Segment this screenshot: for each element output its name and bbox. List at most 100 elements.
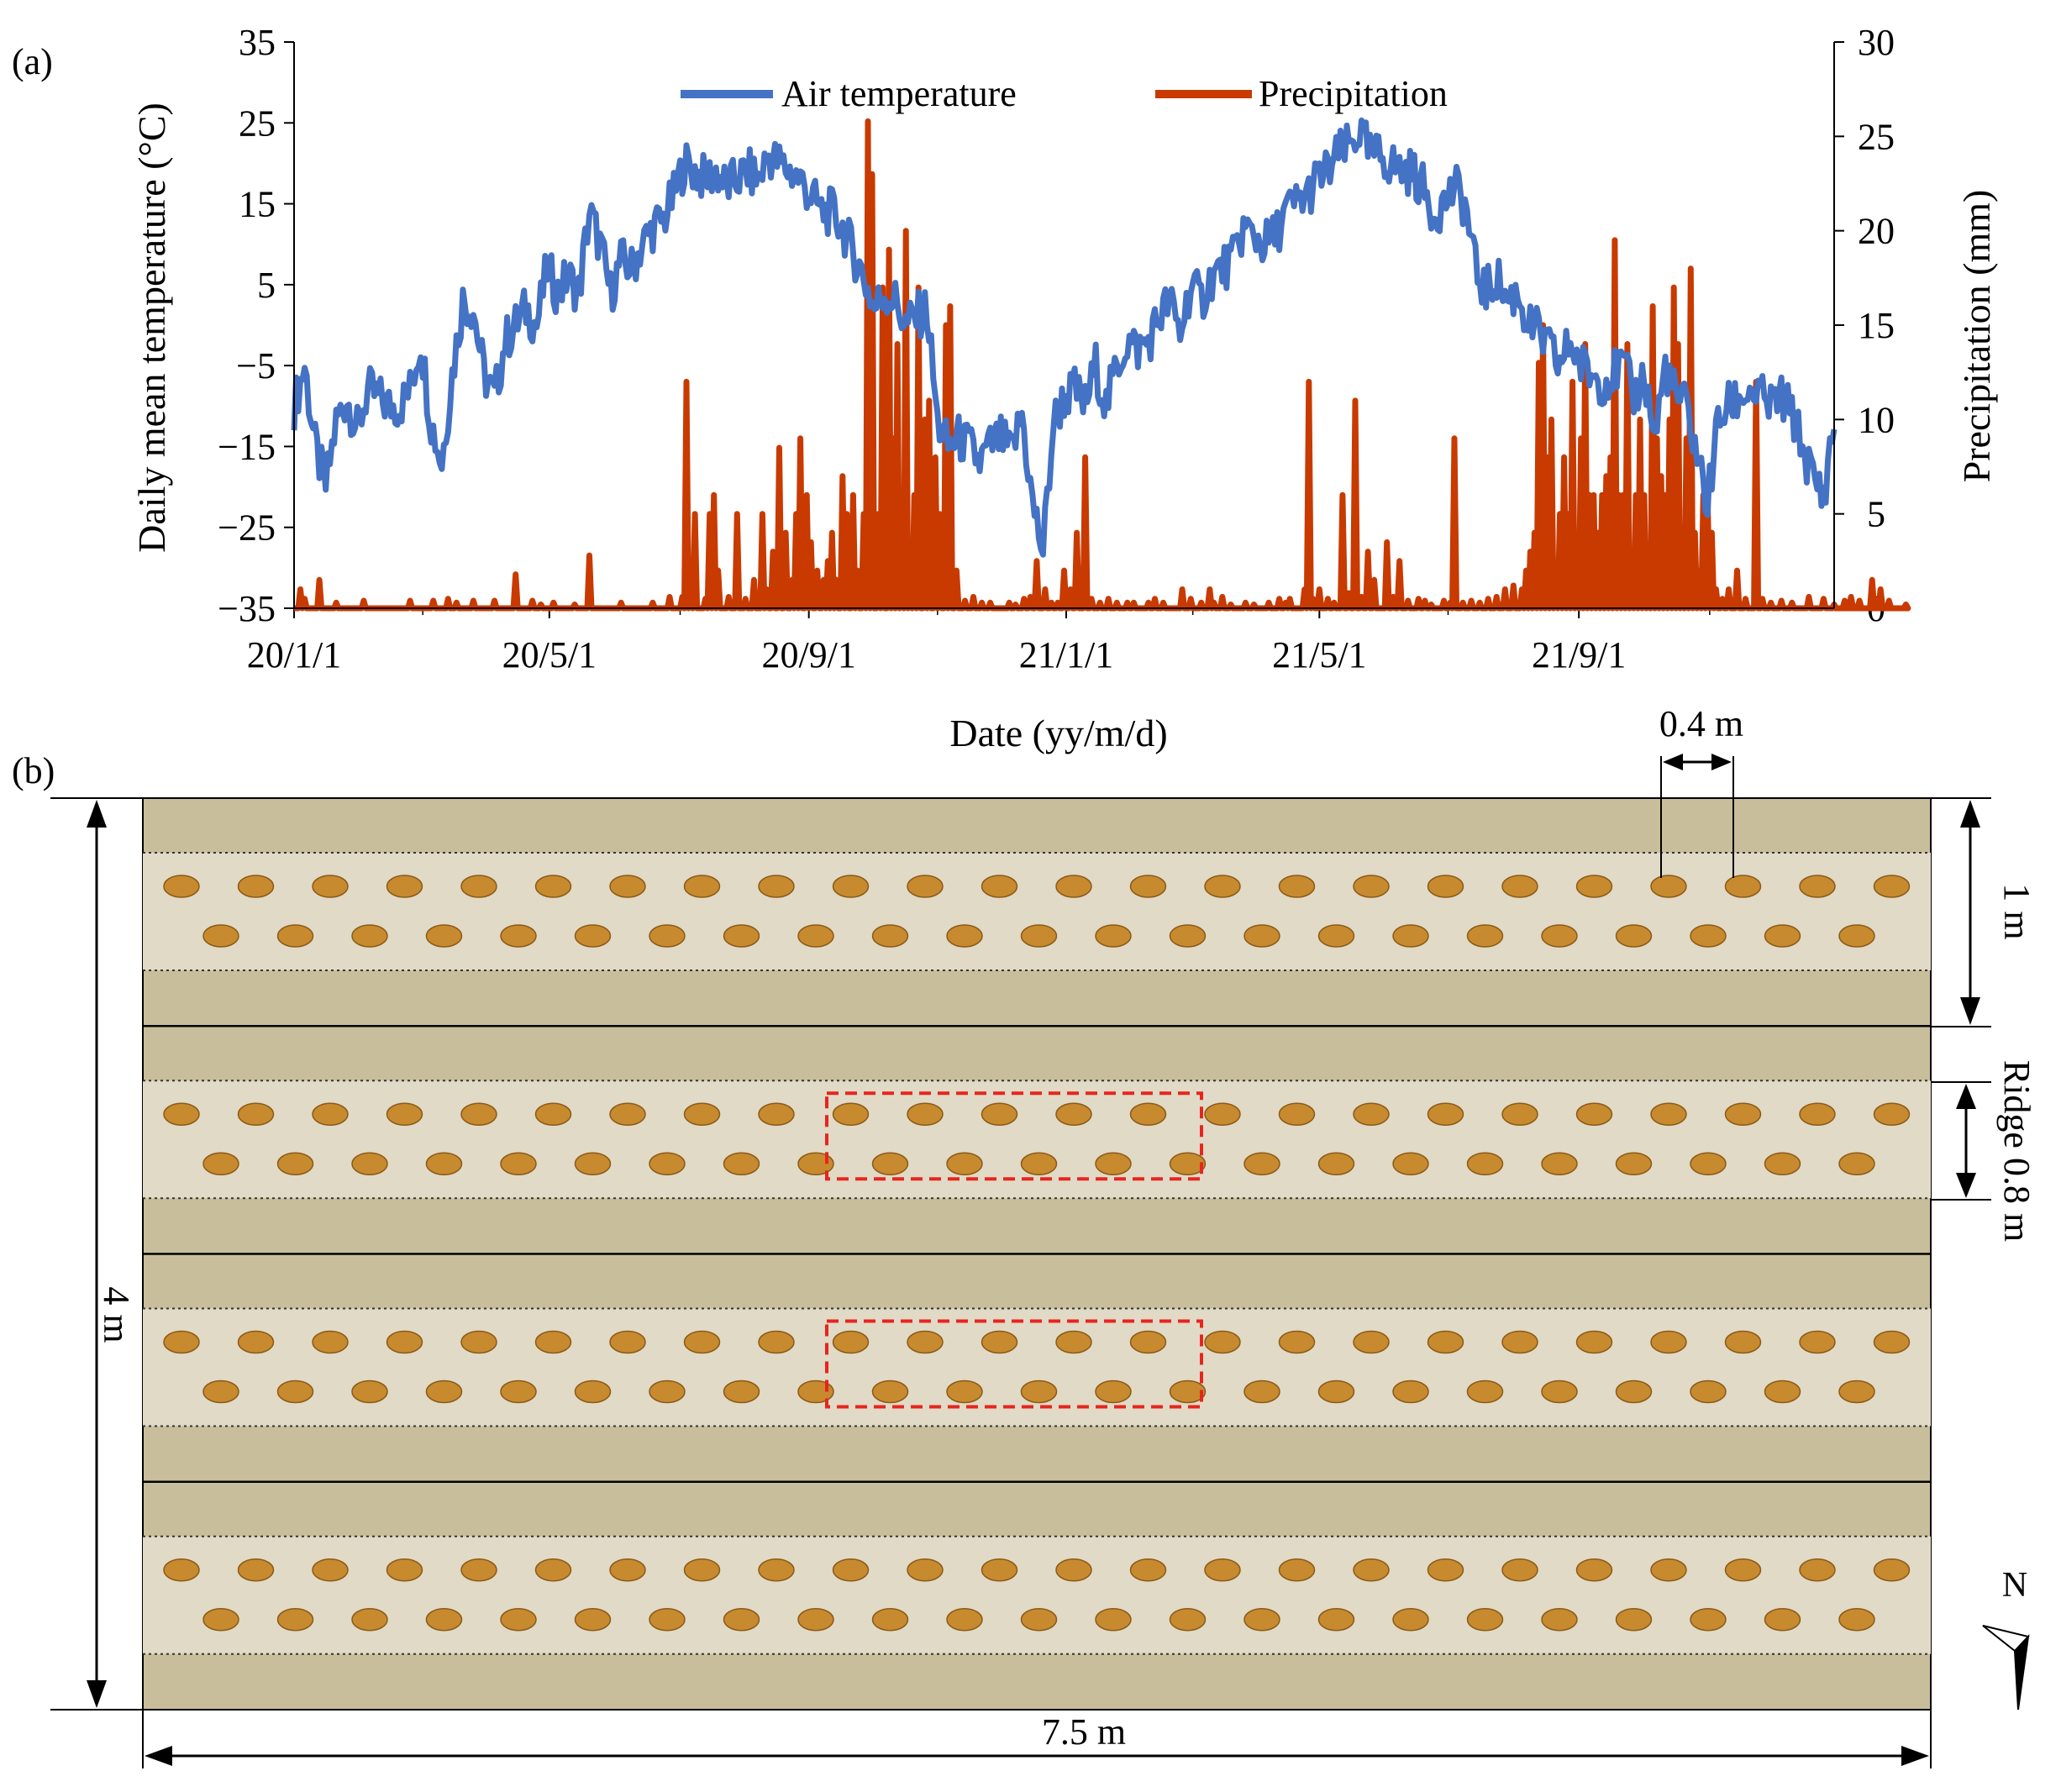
plant (1353, 1330, 1390, 1354)
ridge-band (143, 1308, 1931, 1427)
plant (1129, 1102, 1167, 1126)
plant (1501, 1330, 1538, 1354)
plant (460, 1558, 497, 1582)
plant (202, 924, 239, 948)
ridge-dimension: Ridge 0.8 m (1931, 1060, 2037, 1242)
legend-air-temperature-label: Air temperature (781, 73, 1017, 114)
plant (1873, 1558, 1911, 1582)
x-tick-label: 21/1/1 (1019, 634, 1113, 675)
plant (832, 1330, 870, 1354)
ridge-band (143, 1536, 1931, 1654)
plant (1243, 924, 1280, 948)
plant (351, 1608, 388, 1632)
plant (797, 1379, 834, 1404)
plant (425, 924, 463, 948)
plant (1615, 924, 1653, 948)
plant (1615, 1379, 1653, 1404)
plant (1650, 1102, 1687, 1126)
plant (1020, 924, 1058, 948)
plant (832, 1558, 870, 1582)
sampling-area-box (825, 1091, 1203, 1181)
y-tick-label: 25 (239, 102, 276, 144)
plant (386, 1330, 423, 1354)
plant (1169, 1152, 1207, 1175)
legend-precipitation-label: Precipitation (1259, 73, 1448, 114)
north-label: N (2002, 1566, 2027, 1605)
y-tick-label: −5 (236, 345, 276, 386)
plant (723, 1152, 760, 1175)
plant (1427, 1330, 1464, 1354)
plant (1724, 875, 1762, 898)
plant (276, 1379, 314, 1404)
sampling-area-box (825, 1319, 1203, 1409)
plant (1541, 1152, 1578, 1175)
y2-tick-label: 20 (1858, 211, 1895, 252)
width-dimension: 7.5 m (142, 1710, 1932, 1768)
x-tick-label: 20/5/1 (502, 634, 597, 675)
plant (1615, 1152, 1653, 1175)
plant (1129, 1330, 1167, 1354)
y2-tick-label: 25 (1858, 116, 1895, 157)
plant (1020, 1379, 1058, 1404)
plant (1799, 875, 1836, 898)
plant (163, 1558, 200, 1582)
y2-tick-label: 15 (1858, 305, 1895, 346)
plant (1317, 1608, 1355, 1632)
plant (1501, 1102, 1538, 1126)
plant (649, 1379, 686, 1404)
plant (1650, 1330, 1687, 1354)
plant (1873, 1330, 1911, 1354)
plant (574, 1608, 612, 1632)
plant (1427, 1102, 1464, 1126)
plant (907, 1330, 944, 1354)
plant (1466, 1608, 1504, 1632)
plant (1615, 1608, 1653, 1632)
plant (907, 875, 944, 898)
plant (386, 1558, 423, 1582)
plant (1095, 924, 1132, 948)
legend: Air temperature Precipitation (681, 73, 1448, 114)
y-tick-label: −15 (218, 426, 276, 467)
plant (574, 1379, 612, 1404)
plant (946, 1152, 983, 1175)
bed-dimension-label: 1 m (1996, 883, 2037, 939)
plant (871, 924, 909, 948)
ridge-band (143, 1080, 1931, 1199)
plant (797, 1152, 834, 1175)
plant (1278, 1330, 1316, 1354)
plant (386, 875, 423, 898)
ridge-dimension-label: Ridge 0.8 m (1996, 1060, 2037, 1242)
plant (609, 1558, 646, 1582)
plant (202, 1379, 239, 1404)
plant (758, 875, 795, 898)
plant (1169, 1608, 1207, 1632)
plant (683, 875, 721, 898)
plant (981, 1330, 1018, 1354)
plant (832, 875, 870, 898)
plant (871, 1608, 909, 1632)
spacing-dimension: 0.4 m (1659, 703, 1743, 878)
plant (312, 1102, 349, 1126)
plant (312, 1558, 349, 1582)
plant (574, 1152, 612, 1175)
north-arrow: N (1982, 1566, 2030, 1711)
plant (202, 1608, 239, 1632)
x-axis-title: Date (yy/m/d) (949, 712, 1167, 754)
plant (425, 1379, 463, 1404)
plant (460, 875, 497, 898)
plant (1243, 1608, 1280, 1632)
plant (1055, 1558, 1092, 1582)
plant (946, 1608, 983, 1632)
plant (1169, 924, 1207, 948)
plant (1055, 1102, 1092, 1126)
plant (312, 875, 349, 898)
plant (534, 875, 572, 898)
y-tick-label: 15 (239, 184, 276, 225)
plant (1501, 875, 1538, 898)
plant (1690, 1379, 1727, 1404)
plant (1317, 1152, 1355, 1175)
plant (797, 924, 834, 948)
plant (797, 1608, 834, 1632)
plant (1764, 924, 1801, 948)
